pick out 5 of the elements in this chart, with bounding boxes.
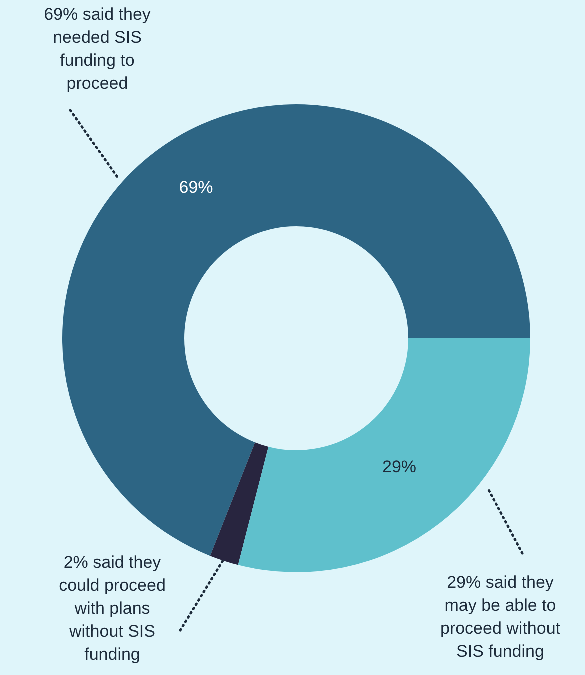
data-label: 69% — [179, 178, 214, 197]
slice-label: 69% said they needed SIS funding to proceed — [44, 5, 152, 93]
slice-label: 29% said they may be able to proceed without SIS funding — [440, 573, 561, 661]
slice-label: 2% said they could proceed with plans without SIS funding — [59, 553, 166, 664]
data-label: 29% — [382, 458, 417, 477]
